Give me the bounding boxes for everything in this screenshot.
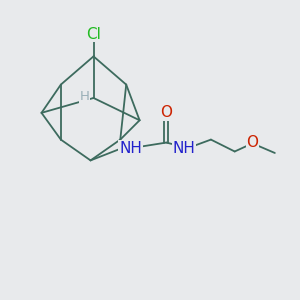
Text: Cl: Cl (86, 27, 101, 42)
Text: H: H (80, 90, 89, 103)
Text: O: O (160, 105, 172, 120)
Text: NH: NH (119, 141, 142, 156)
Text: NH: NH (173, 141, 196, 156)
Text: O: O (247, 135, 259, 150)
